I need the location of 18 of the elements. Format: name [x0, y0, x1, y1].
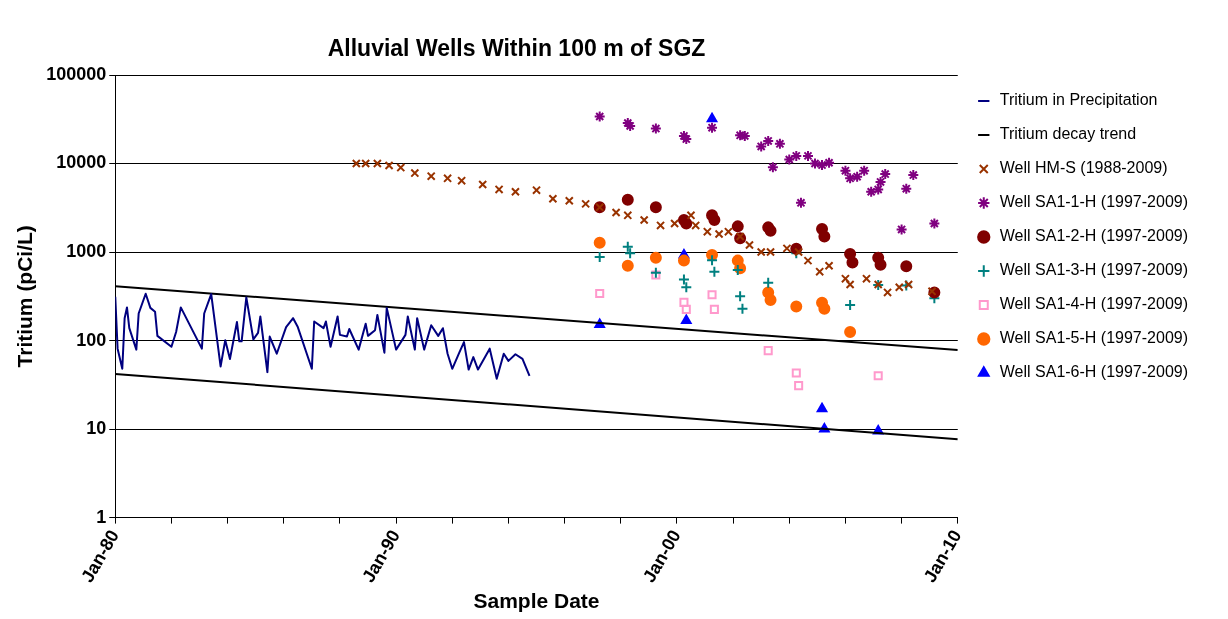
legend-label: Well SA1-2-H (1997-2009): [999, 227, 1188, 245]
legend-label: Tritium in Precipitation: [999, 91, 1158, 109]
y-tick-label: 1000: [66, 241, 107, 262]
y-tick-label: 10: [86, 418, 107, 439]
y-tick-label: 100000: [46, 63, 107, 84]
y-axis-title: Tritium (pCi/L): [13, 225, 37, 368]
legend-label: Well HM-S (1988-2009): [999, 159, 1168, 177]
y-tick-label: 100: [76, 329, 107, 350]
y-tick-label: 1: [96, 506, 107, 527]
legend-label: Well SA1-3-H (1997-2009): [999, 261, 1188, 279]
legend-label: Well SA1-6-H (1997-2009): [999, 363, 1188, 381]
legend-label: Tritium decay trend: [999, 125, 1137, 143]
y-tick-label: 10000: [56, 152, 107, 173]
chart-title: Alluvial Wells Within 100 m of SGZ: [327, 35, 706, 62]
legend-label: Well SA1-4-H (1997-2009): [999, 295, 1188, 313]
legend-label: Well SA1-1-H (1997-2009): [999, 193, 1188, 211]
legend-label: Well SA1-5-H (1997-2009): [999, 329, 1188, 347]
x-axis-title: Sample Date: [473, 589, 600, 613]
